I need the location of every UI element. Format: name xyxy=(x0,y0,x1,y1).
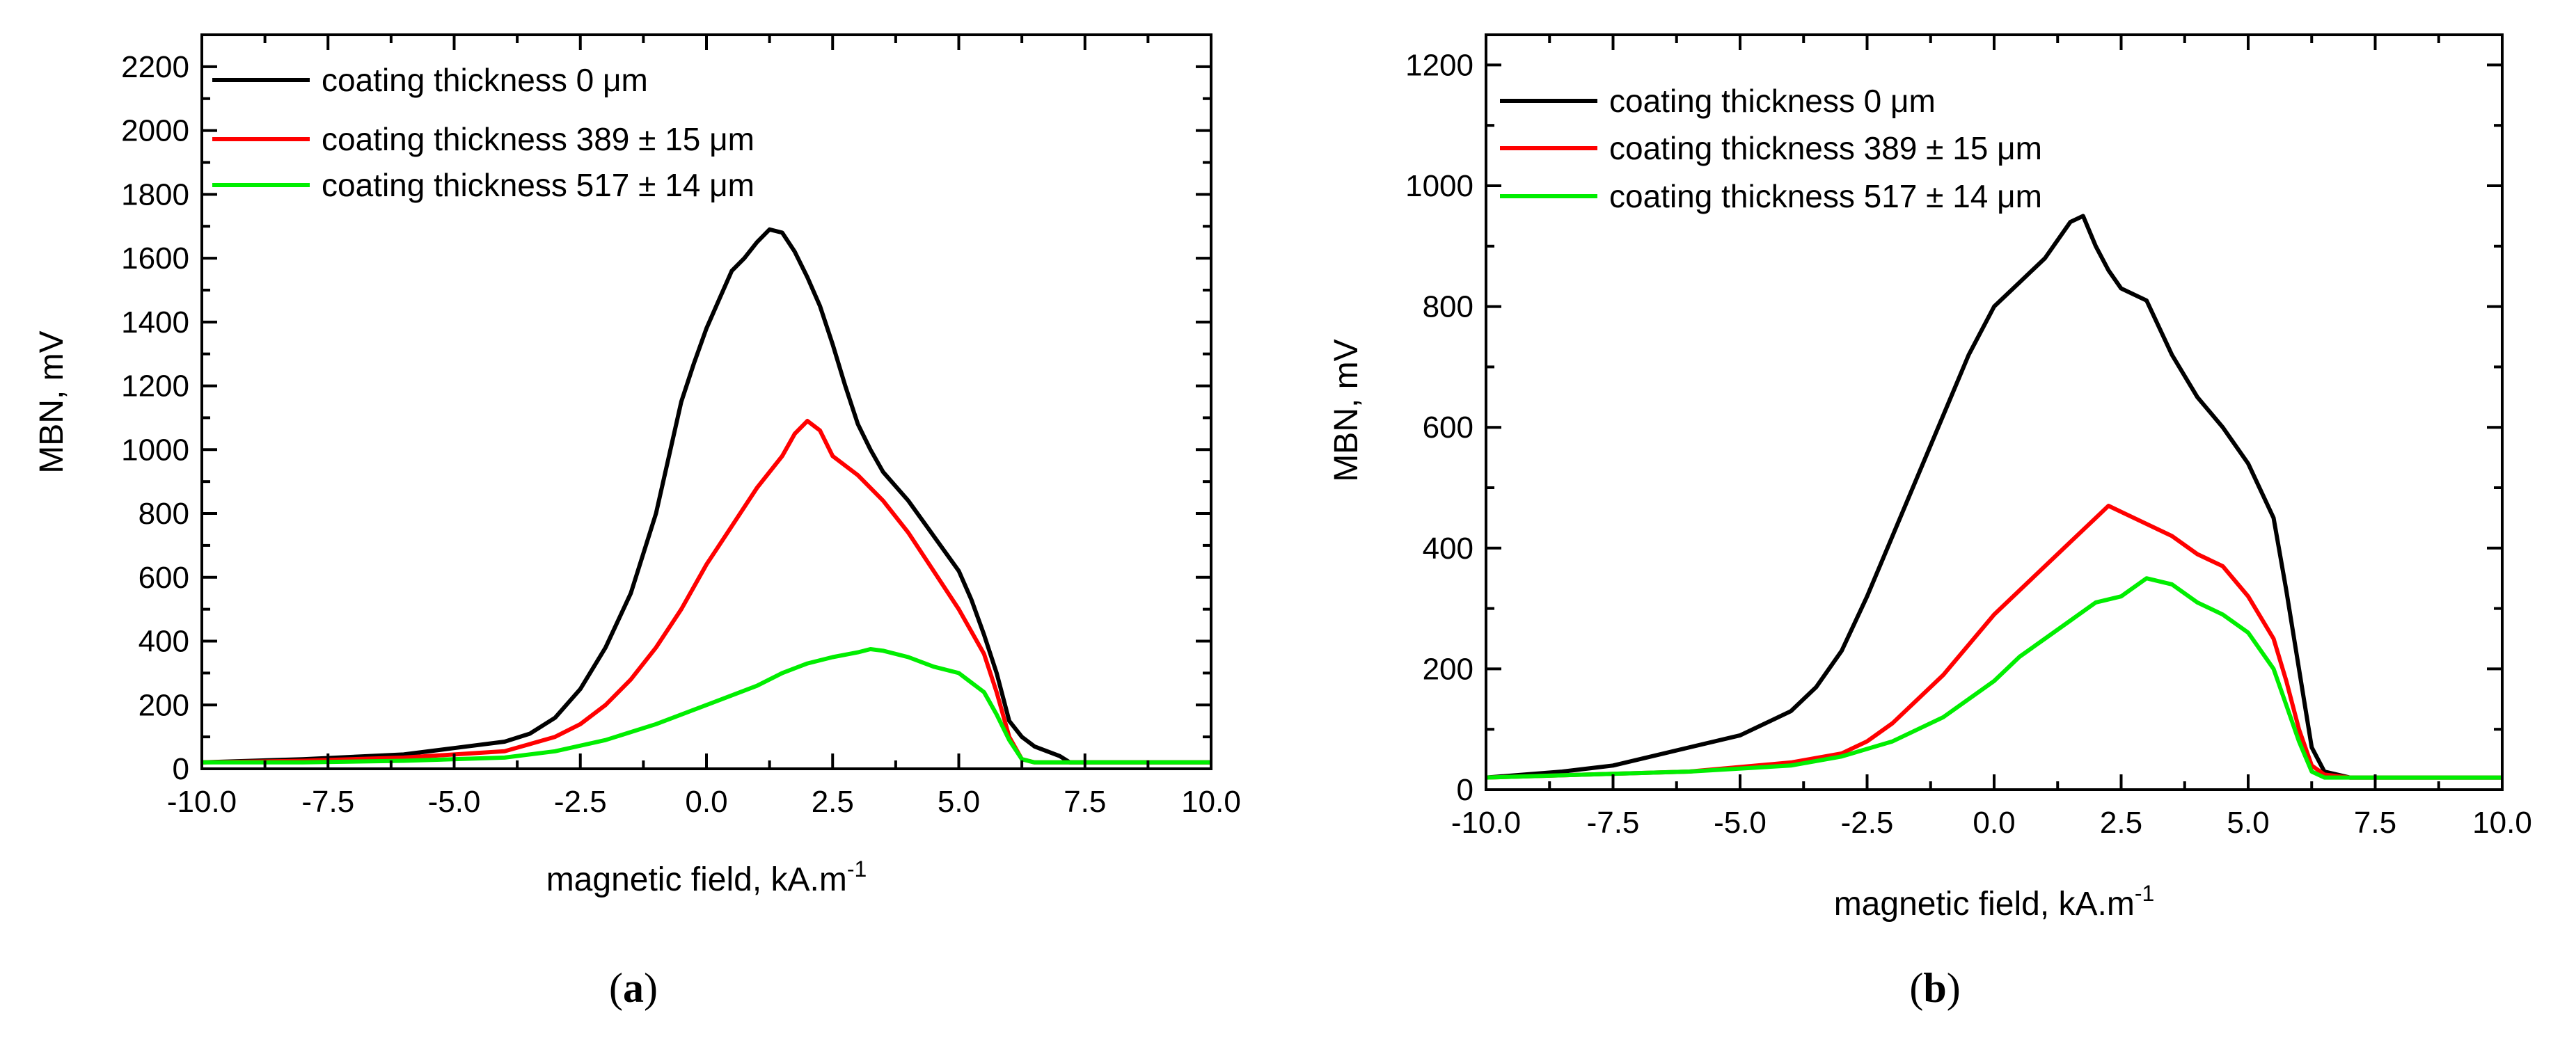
y-tick-label: 1200 xyxy=(121,369,189,404)
chart-panel-a: -10.0 -7.5 -5.0 -2.5 0.0 2.5 5.0 7.5 10.… xyxy=(33,33,1241,1011)
x-tick-labels: -10.0 -7.5 -5.0 -2.5 0.0 2.5 5.0 7.5 10.… xyxy=(167,785,1241,819)
caption-close-paren: ) xyxy=(1947,965,1961,1011)
x-tick-label: 0.0 xyxy=(685,785,727,819)
y-axis-title: MBN, mV xyxy=(1328,339,1365,481)
y-tick-label: 1000 xyxy=(1405,169,1473,203)
legend: coating thickness 0 μm coating thickness… xyxy=(1500,83,2042,214)
x-tick-label: 7.5 xyxy=(2354,806,2396,840)
y-tick-label: 1400 xyxy=(121,305,189,340)
x-tick-label: -5.0 xyxy=(428,785,481,819)
legend-label-517um: coating thickness 517 ± 14 μm xyxy=(322,167,754,203)
x-tick-label: -7.5 xyxy=(1587,806,1640,840)
x-tick-label: 7.5 xyxy=(1064,785,1106,819)
y-tick-label: 800 xyxy=(1423,290,1473,324)
y-tick-label: 0 xyxy=(1457,773,1473,807)
y-tick-labels: 0 200 400 600 800 1000 1200 xyxy=(1405,48,1473,807)
x-tick-label: 0.0 xyxy=(1973,806,2015,840)
y-tick-label: 600 xyxy=(139,561,189,595)
legend-label-517um: coating thickness 517 ± 14 μm xyxy=(1609,178,2042,214)
y-tick-label: 400 xyxy=(139,625,189,659)
x-tick-label: 2.5 xyxy=(812,785,854,819)
legend-label-389um: coating thickness 389 ± 15 μm xyxy=(1609,130,2042,166)
y-tick-label: 200 xyxy=(139,688,189,722)
y-tick-labels: 0 200 400 600 800 1000 1200 1400 1600 18… xyxy=(121,50,189,786)
y-tick-label: 1800 xyxy=(121,177,189,212)
x-tick-label: 10.0 xyxy=(1181,785,1241,819)
caption-open-paren: ( xyxy=(1909,965,1923,1011)
series-line-517um xyxy=(202,647,1211,765)
y-tick-label: 2200 xyxy=(121,50,189,84)
x-axis-title-text: magnetic field, kA.m xyxy=(1834,886,2135,923)
legend: coating thickness 0 μm coating thickness… xyxy=(212,62,754,203)
ticks-layer xyxy=(1485,35,2504,791)
x-tick-labels: -10.0 -7.5 -5.0 -2.5 0.0 2.5 5.0 7.5 10.… xyxy=(1451,806,2532,840)
x-tick-label: -5.0 xyxy=(1714,806,1767,840)
ticks-layer xyxy=(200,33,1212,770)
y-tick-label: 2000 xyxy=(121,114,189,148)
series-line-0um xyxy=(1485,214,2502,780)
legend-label-0um: coating thickness 0 μm xyxy=(1609,83,1936,119)
series-line-0um xyxy=(201,227,1211,765)
series-layer xyxy=(201,227,1211,765)
caption-close-paren: ) xyxy=(644,965,658,1011)
x-tick-label: -2.5 xyxy=(1841,806,1894,840)
series-layer xyxy=(1485,214,2502,780)
y-tick-label: 0 xyxy=(173,752,189,786)
panel-caption: (b) xyxy=(1909,965,1960,1011)
y-tick-label: 600 xyxy=(1423,410,1473,445)
y-tick-label: 400 xyxy=(1423,532,1473,566)
x-axis-title-text: magnetic field, kA.m xyxy=(546,861,847,898)
x-tick-label: 5.0 xyxy=(938,785,980,819)
panel-caption: (a) xyxy=(609,965,658,1011)
x-axis-title: magnetic field, kA.m-1 xyxy=(546,856,867,898)
y-tick-label: 1600 xyxy=(121,241,189,276)
series-line-517um xyxy=(1485,576,2502,780)
y-tick-label: 200 xyxy=(1423,652,1473,686)
y-tick-label: 1000 xyxy=(121,433,189,467)
x-tick-label: -2.5 xyxy=(554,785,607,819)
legend-label-389um: coating thickness 389 ± 15 μm xyxy=(322,121,754,157)
y-tick-label: 800 xyxy=(139,497,189,531)
y-axis-title: MBN, mV xyxy=(33,330,70,473)
x-tick-label: -10.0 xyxy=(167,785,237,819)
x-tick-label: 5.0 xyxy=(2227,806,2269,840)
x-tick-label: -10.0 xyxy=(1451,806,1521,840)
legend-label-0um: coating thickness 0 μm xyxy=(322,62,648,98)
x-tick-label: -7.5 xyxy=(301,785,354,819)
x-axis-title-superscript: -1 xyxy=(2135,881,2154,906)
series-line-389um xyxy=(1485,504,2502,780)
caption-open-paren: ( xyxy=(609,965,623,1011)
x-axis-title-superscript: -1 xyxy=(847,856,867,882)
x-tick-label: 2.5 xyxy=(2100,806,2142,840)
x-tick-label: 10.0 xyxy=(2472,806,2532,840)
x-axis-title: magnetic field, kA.m-1 xyxy=(1834,881,2155,923)
caption-letter: b xyxy=(1923,965,1946,1011)
chart-panel-b: -10.0 -7.5 -5.0 -2.5 0.0 2.5 5.0 7.5 10.… xyxy=(1328,33,2532,1011)
caption-letter: a xyxy=(623,965,644,1011)
y-tick-label: 1200 xyxy=(1405,48,1473,82)
